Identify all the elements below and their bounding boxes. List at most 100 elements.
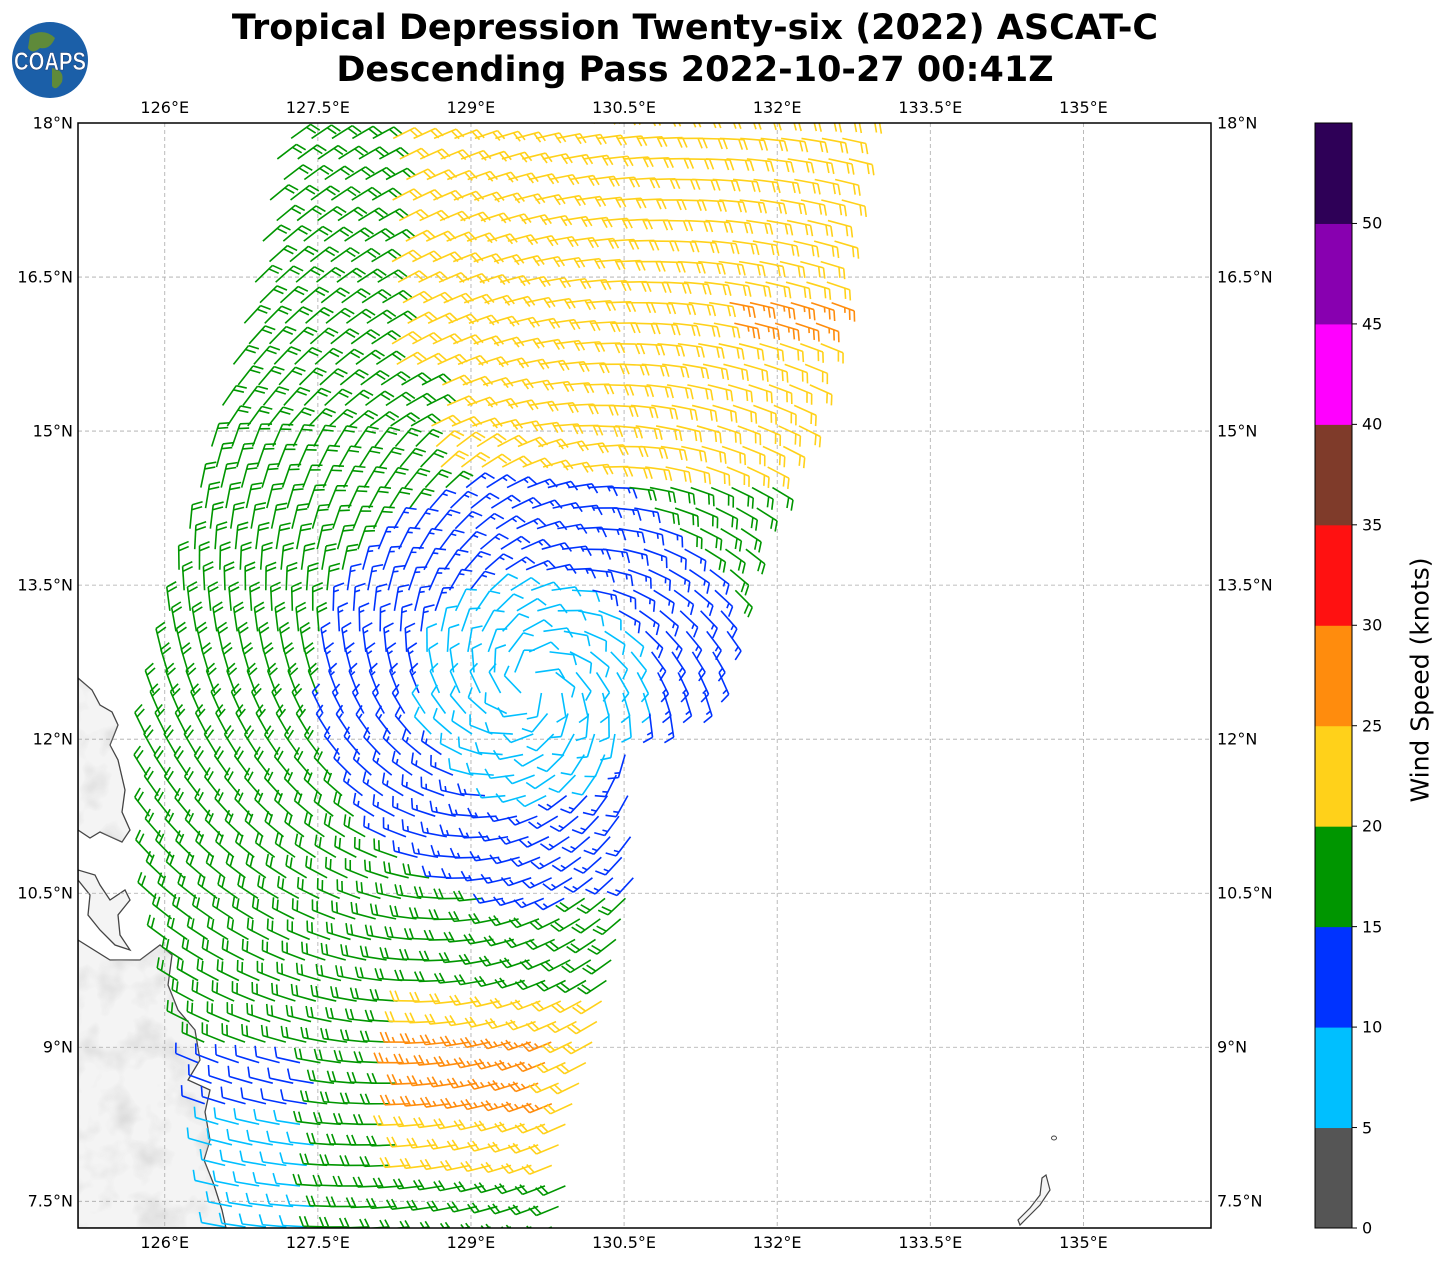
wind-barb (154, 703, 167, 735)
wind-barb (193, 745, 209, 776)
lon-tick-top: 129°E (446, 98, 496, 117)
wind-barb (313, 747, 332, 776)
wind-barb (475, 787, 506, 799)
wind-barb (468, 314, 500, 326)
wind-barb (795, 322, 820, 342)
colorbar-tick-label: 15 (1362, 917, 1383, 937)
wind-barb (363, 466, 388, 488)
wind-barb (274, 832, 296, 858)
wind-barb (175, 830, 194, 858)
wind-barb (571, 815, 600, 835)
wind-barb (358, 445, 384, 468)
wind-barb (325, 307, 355, 324)
wind-barb (385, 228, 416, 242)
wind-barb (194, 704, 208, 735)
wind-barb (165, 581, 178, 611)
wind-barb (352, 505, 374, 529)
lat-tick-left: 12°N (32, 729, 73, 749)
wind-barb (333, 747, 352, 776)
wind-barb (540, 276, 572, 289)
wind-barb (351, 683, 365, 714)
wind-barb (525, 774, 556, 790)
wind-barb (202, 561, 214, 591)
wind-barb (757, 425, 782, 446)
wind-barb (514, 649, 535, 673)
wind-barb (542, 1103, 573, 1115)
wind-barb (432, 707, 453, 735)
wind-barb (579, 442, 610, 454)
wind-barb (264, 810, 285, 838)
wind-barb (594, 815, 620, 837)
wind-barb (467, 396, 498, 408)
wind-barb (450, 490, 479, 509)
lat-tick-left: 13.5°N (17, 575, 73, 595)
wind-barb (290, 123, 321, 140)
wind-barb (303, 812, 325, 838)
wind-barb (510, 576, 541, 591)
wind-barb (630, 651, 648, 681)
wind-barb (729, 301, 756, 319)
wind-barb (568, 483, 599, 494)
wind-barb (283, 164, 313, 181)
wind-barb (337, 602, 349, 632)
wind-barb (679, 137, 708, 149)
wind-barb (677, 343, 705, 358)
wind-barb (435, 430, 465, 448)
lat-tick-left: 18°N (32, 113, 73, 133)
wind-barb (283, 768, 302, 797)
wind-barb (443, 931, 474, 943)
wind-barb (243, 725, 259, 756)
wind-barb (834, 240, 860, 259)
wind-barb (204, 481, 221, 509)
wind-barb (391, 750, 413, 776)
wind-barb (344, 1008, 373, 1023)
wind-barb (382, 727, 402, 756)
wind-barb (386, 1136, 416, 1148)
wind-barb (786, 219, 814, 237)
wind-barb (305, 1005, 332, 1023)
wind-barb (682, 363, 710, 380)
wind-barb (604, 630, 626, 656)
wind-barb (352, 582, 366, 611)
wind-barb (711, 240, 740, 255)
wind-barb (237, 874, 259, 900)
wind-barb (305, 306, 334, 324)
wind-barb (156, 957, 179, 982)
wind-barb (253, 345, 281, 365)
wind-barb (379, 947, 408, 961)
wind-barb (555, 256, 586, 269)
wind-barb (467, 1140, 498, 1152)
wind-barb (242, 385, 269, 406)
wind-barb (533, 421, 564, 433)
wind-barb (473, 1120, 505, 1132)
wind-barb (404, 467, 431, 489)
wind-barb (234, 521, 249, 550)
wind-barb (696, 425, 722, 444)
wind-barb (197, 873, 218, 899)
wind-barb (357, 207, 388, 222)
wind-barb (590, 404, 619, 416)
wind-barb (575, 257, 606, 270)
wind-barb (314, 347, 344, 365)
wind-barb (377, 526, 399, 550)
wind-barb (507, 815, 538, 826)
wind-barb (779, 343, 805, 363)
wind-barb (495, 130, 526, 142)
wind-barb (723, 363, 749, 382)
wind-barb (420, 448, 448, 468)
wind-barb (577, 610, 605, 627)
wind-barb (402, 546, 424, 571)
wind-barb (724, 281, 752, 297)
wind-barb (569, 651, 593, 674)
wind-barb (191, 601, 203, 632)
wind-barb (323, 813, 346, 838)
wind-barb (379, 146, 410, 160)
wind-barb (484, 553, 514, 571)
wind-barb (203, 724, 218, 755)
wind-barb (662, 363, 690, 379)
wind-barb (555, 339, 586, 352)
wind-barb (386, 310, 417, 324)
wind-barb (492, 749, 524, 761)
wind-barb (748, 384, 773, 404)
wind-barb (209, 501, 224, 529)
